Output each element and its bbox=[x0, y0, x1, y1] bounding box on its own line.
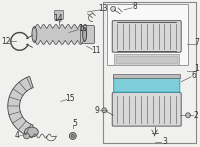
Ellipse shape bbox=[83, 28, 87, 41]
Ellipse shape bbox=[111, 6, 116, 11]
Text: 7: 7 bbox=[194, 38, 199, 47]
FancyBboxPatch shape bbox=[114, 76, 180, 92]
Polygon shape bbox=[8, 76, 33, 136]
Text: 12: 12 bbox=[1, 37, 11, 46]
FancyBboxPatch shape bbox=[112, 21, 181, 52]
Text: 9: 9 bbox=[95, 106, 100, 115]
Ellipse shape bbox=[24, 133, 29, 139]
Bar bbox=[113, 74, 180, 78]
Text: 10: 10 bbox=[78, 24, 87, 33]
Ellipse shape bbox=[71, 135, 74, 137]
Text: 14: 14 bbox=[53, 14, 63, 23]
Text: 1: 1 bbox=[195, 64, 199, 74]
Text: 11: 11 bbox=[91, 46, 100, 55]
Bar bbox=[103, 2, 196, 143]
Text: 6: 6 bbox=[192, 71, 196, 80]
Text: 5: 5 bbox=[72, 119, 77, 128]
Text: 4: 4 bbox=[14, 131, 19, 140]
Ellipse shape bbox=[102, 108, 107, 113]
Ellipse shape bbox=[25, 127, 38, 137]
Text: 15: 15 bbox=[65, 94, 75, 103]
Bar bbox=[107, 4, 188, 65]
Ellipse shape bbox=[69, 132, 76, 139]
Text: 3: 3 bbox=[162, 137, 167, 146]
FancyBboxPatch shape bbox=[55, 10, 63, 19]
FancyBboxPatch shape bbox=[112, 93, 181, 126]
FancyBboxPatch shape bbox=[81, 26, 94, 43]
Text: 2: 2 bbox=[194, 111, 198, 120]
Polygon shape bbox=[34, 25, 84, 44]
Bar bbox=[114, 54, 179, 65]
Bar bbox=[116, 56, 177, 63]
Ellipse shape bbox=[186, 113, 191, 118]
Text: 8: 8 bbox=[132, 2, 137, 11]
Text: 13: 13 bbox=[99, 4, 108, 13]
Ellipse shape bbox=[32, 27, 37, 42]
